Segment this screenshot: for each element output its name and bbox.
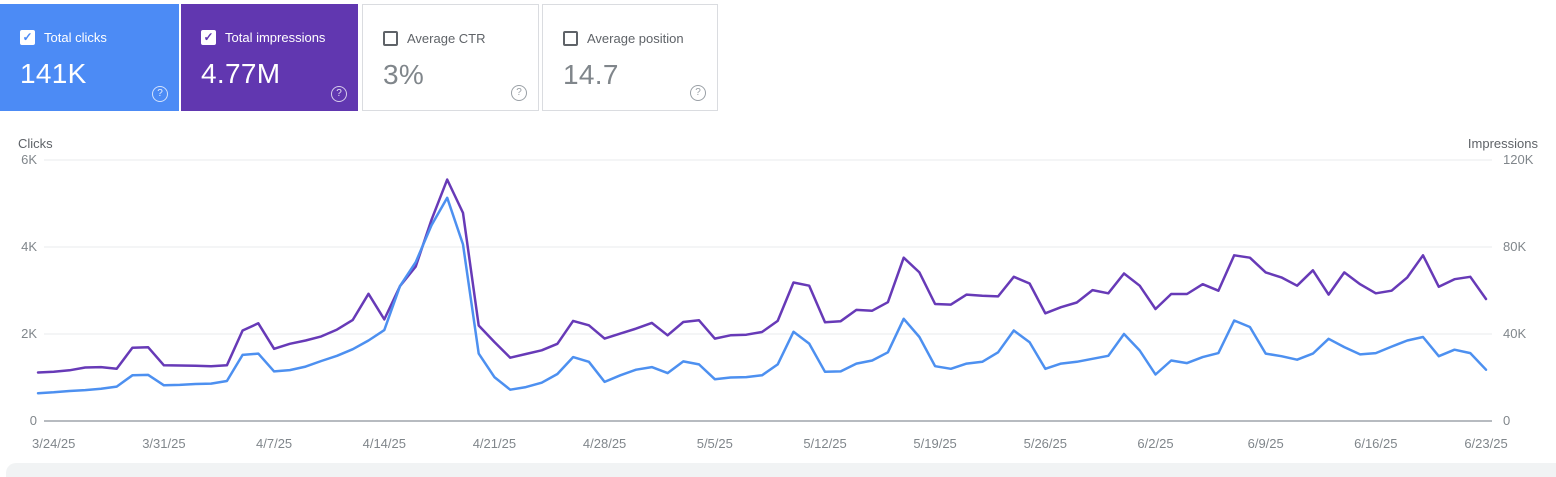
left-tick-label: 2K — [21, 326, 37, 341]
average-ctr-checkbox[interactable] — [383, 31, 398, 46]
card-total-impressions[interactable]: ✓ Total impressions 4.77M ? — [181, 4, 358, 111]
total-clicks-label: Total clicks — [44, 30, 107, 45]
help-icon[interactable]: ? — [152, 86, 168, 102]
series-line-impressions[interactable] — [36, 178, 1488, 374]
x-axis-label: 6/9/25 — [1248, 436, 1284, 451]
x-axis-label: 4/14/25 — [363, 436, 406, 451]
total-clicks-value: 141K — [20, 58, 87, 89]
card-average-ctr[interactable]: Average CTR 3% ? — [362, 4, 539, 111]
help-icon[interactable]: ? — [690, 85, 706, 101]
x-axis-label: 5/12/25 — [803, 436, 846, 451]
average-position-value: 14.7 — [563, 59, 619, 90]
left-axis-title: Clicks — [18, 136, 53, 151]
x-axis-label: 6/16/25 — [1354, 436, 1397, 451]
x-axis-labels: 3/24/25 3/31/25 4/7/25 4/14/25 4/21/25 4/28/2… — [32, 436, 1508, 451]
total-impressions-checkbox[interactable]: ✓ — [201, 30, 216, 45]
average-position-checkbox[interactable] — [563, 31, 578, 46]
card-average-position[interactable]: Average position 14.7 ? — [542, 4, 718, 111]
page-background-strip — [6, 463, 1556, 477]
x-axis-label: 4/28/25 — [583, 436, 626, 451]
total-impressions-label: Total impressions — [225, 30, 326, 45]
x-axis-label: 3/24/25 — [32, 436, 75, 451]
right-tick-label: 40K — [1503, 326, 1526, 341]
average-position-label: Average position — [587, 31, 684, 46]
left-tick-label: 0 — [30, 413, 37, 428]
gridlines: 0 0 2K 40K 4K 80K 6K 120K — [21, 152, 1534, 428]
right-tick-label: 0 — [1503, 413, 1510, 428]
help-icon[interactable]: ? — [511, 85, 527, 101]
x-axis-label: 6/2/25 — [1137, 436, 1173, 451]
x-axis-label: 4/7/25 — [256, 436, 292, 451]
series-line-clicks[interactable] — [36, 196, 1488, 395]
left-tick-label: 6K — [21, 152, 37, 167]
x-axis-label: 6/23/25 — [1464, 436, 1507, 451]
right-axis-title: Impressions — [1468, 136, 1539, 151]
right-tick-label: 120K — [1503, 152, 1534, 167]
help-icon[interactable]: ? — [331, 86, 347, 102]
card-total-clicks[interactable]: ✓ Total clicks 141K ? — [0, 4, 179, 111]
total-clicks-checkbox[interactable]: ✓ — [20, 30, 35, 45]
x-axis-label: 4/21/25 — [473, 436, 516, 451]
right-tick-label: 80K — [1503, 239, 1526, 254]
x-axis-label: 5/19/25 — [913, 436, 956, 451]
average-ctr-label: Average CTR — [407, 31, 486, 46]
average-ctr-value: 3% — [383, 59, 425, 90]
x-axis-label: 5/5/25 — [697, 436, 733, 451]
metric-cards: ✓ Total clicks 141K ? ✓ Total impression… — [0, 4, 718, 111]
left-tick-label: 4K — [21, 239, 37, 254]
total-impressions-value: 4.77M — [201, 58, 281, 89]
x-axis-label: 3/31/25 — [142, 436, 185, 451]
series-lines — [36, 178, 1488, 395]
x-axis-label: 5/26/25 — [1024, 436, 1067, 451]
